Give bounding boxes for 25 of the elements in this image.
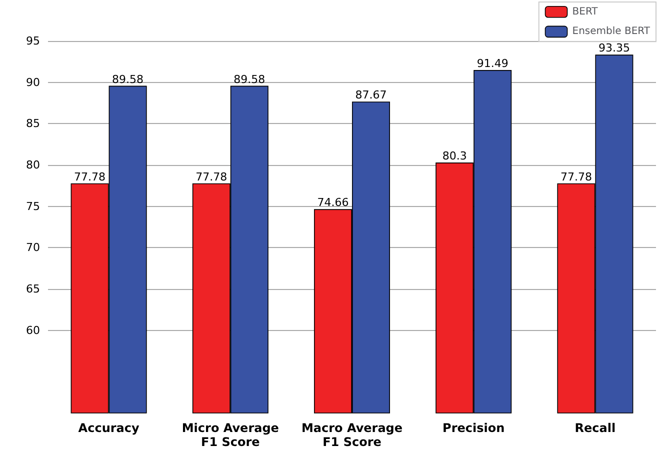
x-tick-label: Macro Average F1 Score <box>301 421 403 449</box>
y-tick-label: 60 <box>26 324 40 337</box>
y-tick-label: 70 <box>26 241 40 254</box>
data-label: 77.78 <box>560 170 592 184</box>
y-tick-label: 90 <box>26 76 40 89</box>
x-tick-label: Accuracy <box>78 421 140 435</box>
data-label: 93.35 <box>598 42 630 55</box>
data-label: 91.49 <box>476 57 508 70</box>
y-tick-label: 75 <box>26 200 40 213</box>
x-tick-label: Recall <box>574 421 616 435</box>
legend-label: Ensemble BERT <box>572 26 651 38</box>
data-label: 74.66 <box>317 196 349 210</box>
data-label: 77.78 <box>74 170 106 184</box>
y-tick-label: 65 <box>26 282 40 296</box>
y-tick-label: 85 <box>26 117 40 130</box>
data-label: 80.3 <box>442 150 467 163</box>
x-tick-label: Micro Average F1 Score <box>182 421 279 449</box>
data-label: 87.67 <box>355 88 387 102</box>
y-tick-label: 80 <box>26 158 40 172</box>
data-label: 89.58 <box>234 72 266 86</box>
x-tick-label: Precision <box>442 421 505 435</box>
legend-label: BERT <box>572 6 599 18</box>
y-tick-label: 95 <box>26 34 40 48</box>
data-label: 77.78 <box>196 170 228 184</box>
data-label: 89.58 <box>112 72 144 86</box>
